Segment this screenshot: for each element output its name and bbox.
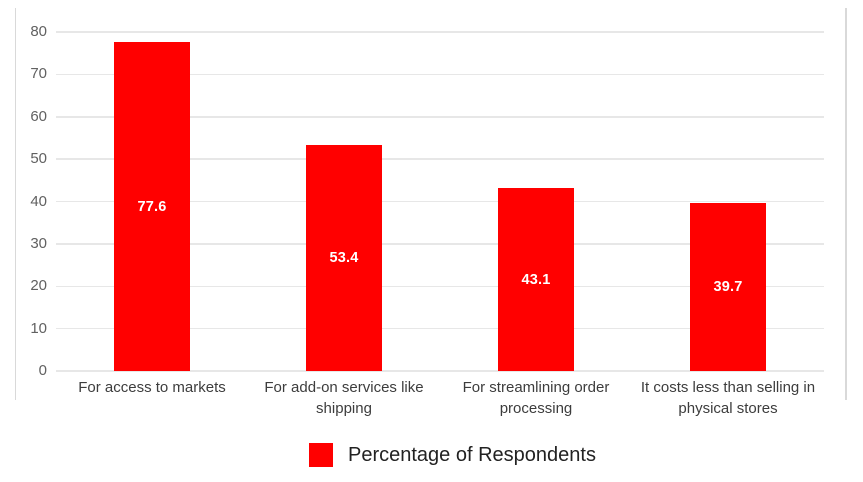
chart-border-left xyxy=(14,8,16,400)
x-axis-category-label: For access to markets xyxy=(78,379,226,396)
gridline xyxy=(56,116,824,118)
x-axis-category-label: For streamlining order processing xyxy=(462,379,610,417)
y-axis-tick-label: 60 xyxy=(30,107,47,125)
y-axis-tick-label: 10 xyxy=(30,319,47,337)
gridline xyxy=(56,73,824,76)
legend-swatch xyxy=(309,443,333,467)
gridline xyxy=(56,200,824,203)
x-axis-labels: For access to markets For add-on services… xyxy=(56,377,824,419)
chart-border-right xyxy=(845,8,847,400)
y-axis-tick-label: 30 xyxy=(30,234,47,252)
gridline xyxy=(56,243,824,245)
y-axis-tick-label: 50 xyxy=(30,150,47,168)
x-axis-category-label: It costs less than selling in physical s… xyxy=(640,379,816,417)
y-axis-tick-label: 80 xyxy=(30,23,47,40)
bar-3[interactable]: 43.1 xyxy=(498,188,574,371)
gridline xyxy=(56,370,824,372)
legend[interactable]: Percentage of Respondents xyxy=(309,443,596,467)
bar-value-label: 39.7 xyxy=(713,278,743,295)
gridline xyxy=(56,31,824,33)
bar-value-label: 53.4 xyxy=(329,249,359,266)
bar-4[interactable]: 39.7 xyxy=(690,202,766,371)
bar-1[interactable]: 77.6 xyxy=(114,42,190,371)
y-axis-tick-label: 0 xyxy=(38,362,47,379)
y-axis-tick-label: 20 xyxy=(30,277,47,295)
bar-value-label: 77.6 xyxy=(137,198,167,215)
y-axis-tick-label: 40 xyxy=(30,192,47,210)
gridline xyxy=(56,327,824,330)
bar-value-label: 43.1 xyxy=(521,271,551,288)
gridline xyxy=(56,158,824,160)
bar-2[interactable]: 53.4 xyxy=(306,144,382,371)
gridline xyxy=(56,285,824,287)
legend-label: Percentage of Respondents xyxy=(348,443,596,466)
y-axis-tick-label: 70 xyxy=(30,65,47,83)
x-axis-category-label: For add-on services like shipping xyxy=(264,379,424,417)
